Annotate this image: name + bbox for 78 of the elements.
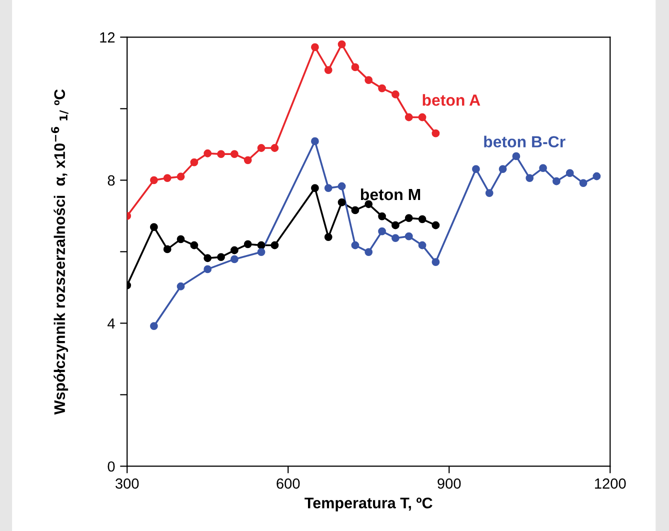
point <box>163 245 172 254</box>
point <box>404 113 413 122</box>
point <box>392 90 400 98</box>
y-tick-label: 12 <box>100 32 115 42</box>
series-label: beton A <box>422 94 480 106</box>
point <box>176 282 185 290</box>
point <box>418 241 426 250</box>
point <box>230 255 238 264</box>
point <box>230 150 238 158</box>
point <box>257 248 266 256</box>
point <box>351 241 360 250</box>
series-label: beton B-Cr <box>484 136 566 148</box>
y-tick-label: 8 <box>108 175 115 186</box>
point <box>270 241 279 250</box>
point <box>512 152 520 160</box>
point <box>150 176 158 184</box>
point <box>311 43 319 52</box>
point <box>204 265 212 274</box>
point <box>552 177 560 186</box>
point <box>364 200 373 208</box>
point <box>579 179 588 187</box>
point <box>176 172 185 181</box>
point <box>392 234 400 242</box>
point <box>204 149 212 158</box>
point <box>378 227 386 236</box>
x-tick-label: 1200 <box>595 478 626 489</box>
point <box>311 137 319 146</box>
point <box>244 240 252 248</box>
point <box>257 241 266 250</box>
point <box>526 174 534 182</box>
point <box>244 156 252 164</box>
point <box>324 66 332 74</box>
point <box>432 221 440 230</box>
point <box>472 165 480 174</box>
point <box>190 241 198 250</box>
x-tick-label: 600 <box>276 478 300 489</box>
point <box>351 206 360 214</box>
point <box>432 258 440 266</box>
y-tick-label: 0 <box>108 461 115 472</box>
point <box>230 246 238 254</box>
point <box>338 198 346 206</box>
point <box>338 40 346 48</box>
point <box>150 223 158 231</box>
x-axis-title: Temperatura T, ºC <box>304 498 432 512</box>
point <box>217 150 225 158</box>
point <box>190 158 198 166</box>
point <box>176 235 185 244</box>
y-axis-title: Współczynnik rozszerzalności α, x10$^{−6}$ $_{1/}$ ºC <box>51 89 68 415</box>
point <box>204 254 212 262</box>
point <box>432 129 440 138</box>
point <box>257 144 266 152</box>
point <box>404 232 413 240</box>
point <box>364 248 373 256</box>
point <box>498 165 507 174</box>
point <box>404 214 413 222</box>
point <box>338 182 346 190</box>
point <box>364 76 373 84</box>
point <box>539 164 547 172</box>
point <box>566 169 574 177</box>
series-label: beton M <box>360 188 420 200</box>
point <box>311 184 319 192</box>
point <box>378 84 386 92</box>
x-tick-label: 900 <box>438 478 461 489</box>
point <box>418 215 426 224</box>
point <box>324 184 332 192</box>
point <box>378 212 386 220</box>
point <box>270 144 279 152</box>
point <box>392 221 400 230</box>
point <box>324 233 332 241</box>
point <box>150 322 158 330</box>
point <box>592 172 601 180</box>
point <box>351 63 360 72</box>
x-tick-label: 300 <box>116 478 139 489</box>
point <box>485 189 494 198</box>
y-tick-label: 4 <box>108 318 115 328</box>
point <box>418 113 426 122</box>
point <box>217 253 225 262</box>
point <box>163 174 172 182</box>
